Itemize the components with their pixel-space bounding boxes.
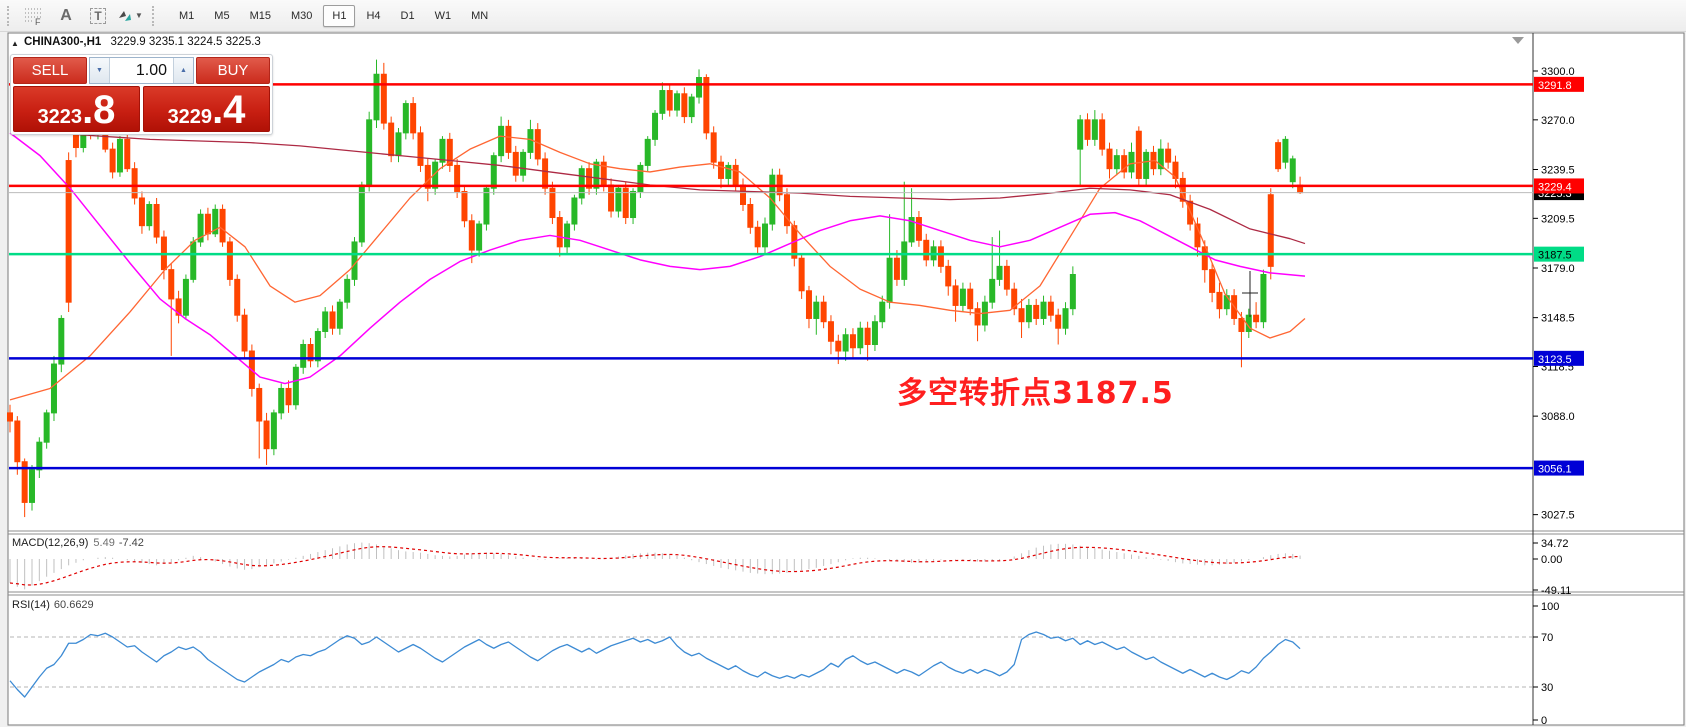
svg-text:3148.5: 3148.5 — [1541, 313, 1575, 325]
timeframe-M1[interactable]: M1 — [170, 5, 203, 27]
text-label-tool-icon[interactable]: T — [85, 4, 111, 28]
macd-indicator-label: MACD(12,26,9) 5.49 -7.42 — [12, 537, 144, 549]
timeframe-D1[interactable]: D1 — [392, 5, 424, 27]
macd-name: MACD(12,26,9) — [12, 537, 89, 549]
svg-text:30: 30 — [1541, 682, 1553, 694]
macd-signal-line — [9, 546, 1301, 586]
sell-button[interactable]: SELL — [13, 57, 87, 84]
svg-text:3056.1: 3056.1 — [1538, 464, 1572, 476]
volume-increase-button[interactable]: ▲ — [173, 58, 193, 83]
timeframe-M30[interactable]: M30 — [282, 5, 321, 27]
svg-text:3229.4: 3229.4 — [1538, 181, 1572, 193]
buy-price-frac: .4 — [212, 88, 246, 132]
sell-price-frac: .8 — [82, 88, 116, 132]
sell-price-main: 3223 — [37, 105, 83, 128]
timeframe-MN[interactable]: MN — [462, 5, 497, 27]
buy-price-tile[interactable]: 3229.4 — [143, 86, 270, 132]
rsi-line — [9, 631, 1301, 698]
toolbar-grip-2[interactable] — [152, 5, 157, 26]
price-axis[interactable] — [1533, 33, 1684, 725]
svg-text:3179.0: 3179.0 — [1541, 263, 1575, 275]
volume-spinner: ▼ 1.00 ▲ — [89, 57, 194, 84]
svg-text:-49.11: -49.11 — [1541, 585, 1571, 597]
chart-text-annotation[interactable]: 多空转折点3187.5 — [897, 376, 1174, 411]
rsi-indicator-label: RSI(14) 60.6629 — [12, 599, 94, 611]
svg-text:3027.5: 3027.5 — [1541, 510, 1575, 522]
arrows-tool-icon[interactable]: ▼ — [117, 4, 143, 28]
buy-price-main: 3229 — [167, 105, 213, 128]
ohlc-values: 3229.9 3235.1 3224.5 3225.3 — [110, 36, 261, 48]
svg-text:3270.0: 3270.0 — [1541, 115, 1575, 127]
svg-text:3239.5: 3239.5 — [1541, 164, 1575, 176]
chart-shift-glyph: F — [35, 17, 41, 26]
arrows-dropdown-caret[interactable]: ▼ — [135, 11, 143, 20]
axis-labels: 3300.03270.03239.53209.53179.03148.53118… — [1533, 66, 1575, 727]
svg-text:0.00: 0.00 — [1541, 554, 1562, 566]
rsi-value: 60.6629 — [53, 599, 94, 611]
svg-text:3300.0: 3300.0 — [1541, 66, 1575, 78]
volume-input[interactable]: 1.00 — [135, 61, 167, 79]
volume-decrease-button[interactable]: ▼ — [90, 58, 110, 83]
ma-medium-line — [9, 135, 1306, 401]
svg-text:3209.5: 3209.5 — [1541, 213, 1575, 225]
chart-shift-icon[interactable]: F — [21, 4, 47, 28]
text-label-glyph: T — [90, 7, 106, 24]
svg-text:34.72: 34.72 — [1541, 538, 1569, 550]
buy-button[interactable]: BUY — [196, 57, 270, 84]
sell-price-tile[interactable]: 3223.8 — [13, 86, 140, 132]
svg-text:0: 0 — [1541, 715, 1547, 727]
one-click-trading-panel: SELL ▼ 1.00 ▲ BUY 3223.8 3229.4 — [10, 54, 273, 135]
svg-text:70: 70 — [1541, 632, 1553, 644]
macd-signal-value: -7.42 — [118, 537, 144, 549]
top-toolbar: F A T ▼ M1 M5 M15 M30 H1 H4 D1 W1 MN — [0, 0, 1686, 32]
svg-text:3123.5: 3123.5 — [1538, 354, 1572, 366]
timeframe-M15[interactable]: M15 — [241, 5, 280, 27]
chart-scroll-marker-icon[interactable] — [1512, 37, 1524, 44]
svg-text:100: 100 — [1541, 601, 1559, 613]
crosshair-cursor — [1242, 271, 1258, 317]
toolbar-grip[interactable] — [7, 5, 12, 26]
svg-text:3187.5: 3187.5 — [1538, 250, 1572, 262]
timeframe-M5[interactable]: M5 — [205, 5, 238, 27]
timeframe-H1[interactable]: H1 — [323, 4, 356, 27]
rsi-name: RSI(14) — [12, 599, 50, 611]
timeframe-toolbar: M1 M5 M15 M30 H1 H4 D1 W1 MN — [170, 4, 497, 27]
candlesticks — [7, 59, 1304, 518]
quote-panel-collapse-icon[interactable]: ▲ — [11, 39, 19, 48]
ma-fast-line — [9, 132, 1306, 385]
macd-main-value: 5.49 — [93, 537, 115, 549]
chart-title: CHINA300-,H1 3229.9 3235.1 3224.5 3225.3 — [24, 36, 261, 48]
svg-text:3088.0: 3088.0 — [1541, 411, 1575, 423]
timeframe-H4[interactable]: H4 — [357, 5, 389, 27]
svg-text:3291.8: 3291.8 — [1538, 80, 1572, 92]
chart-window — [7, 32, 1685, 726]
symbol-period-label: CHINA300-,H1 — [24, 36, 102, 48]
timeframe-W1[interactable]: W1 — [426, 5, 461, 27]
text-tool-icon[interactable]: A — [60, 6, 72, 24]
